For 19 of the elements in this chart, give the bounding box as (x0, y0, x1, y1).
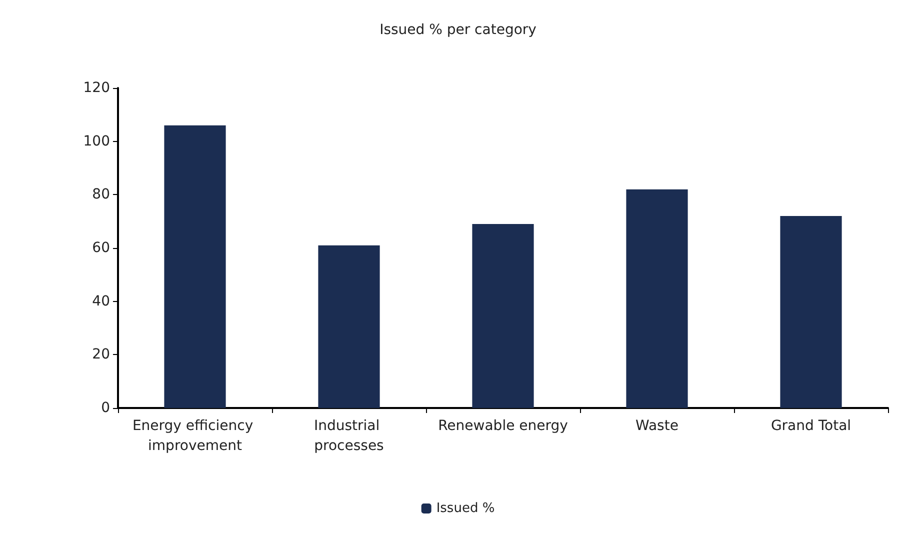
x-tick-label: Renewable energy (438, 418, 568, 434)
y-tick-label: 80 (92, 186, 110, 203)
x-tick-label: Waste (636, 418, 678, 434)
y-tick-label: 120 (83, 80, 110, 96)
y-tick-label: 100 (83, 133, 110, 150)
bar (164, 125, 226, 408)
y-tick-label: 60 (92, 240, 110, 256)
y-tick-label: 40 (92, 293, 110, 310)
y-tick-label: 0 (101, 400, 110, 416)
chart-title: Issued % per category (380, 22, 536, 38)
bar (318, 245, 380, 408)
y-tick-label: 20 (92, 346, 110, 363)
x-tick-label: Grand Total (770, 418, 852, 434)
bar (472, 224, 534, 408)
legend-label: Issued % (436, 501, 495, 516)
bar (626, 189, 688, 408)
bar (780, 216, 842, 408)
x-tick-label: Industrial processes (314, 418, 384, 454)
x-tick-label: Energy efficiency improvement (132, 418, 258, 454)
